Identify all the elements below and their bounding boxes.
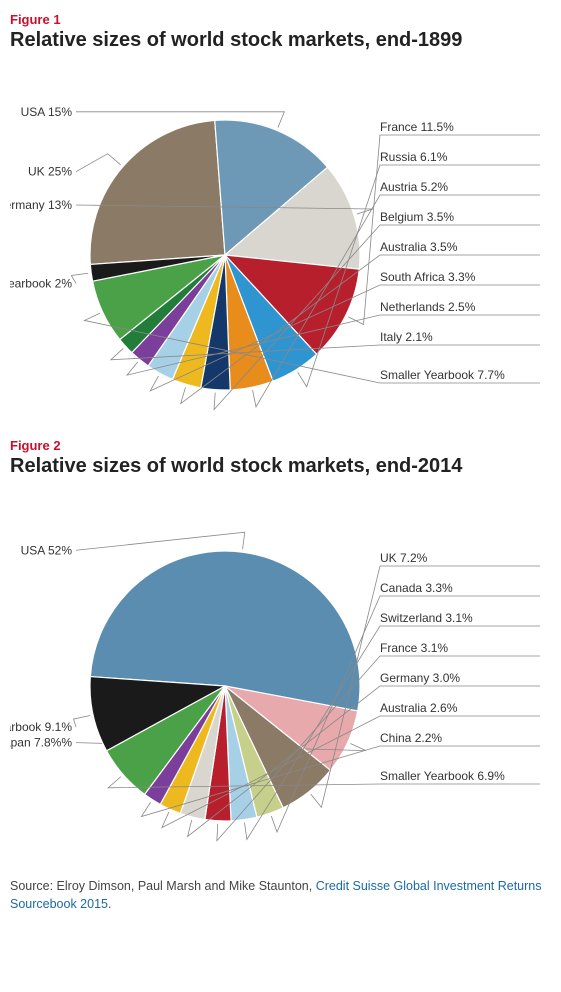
page-root: Figure 1 Relative sizes of world stock m…: [0, 0, 561, 933]
slice-label: Italy 2.1%: [380, 330, 433, 344]
source-prefix: Source: Elroy Dimson, Paul Marsh and Mik…: [10, 879, 316, 893]
slice-label: Not in Yearbook 9.1%: [10, 720, 72, 734]
slice-label: Netherlands 2.5%: [380, 300, 476, 314]
slice-label: USA 15%: [21, 105, 73, 119]
slice-label: Germany 13%: [10, 198, 72, 212]
slice-label: Belgium 3.5%: [380, 210, 454, 224]
slice-label: France 11.5%: [380, 120, 454, 134]
slice-label: Switzerland 3.1%: [380, 611, 473, 625]
slice-label: South Africa 3.3%: [380, 270, 476, 284]
slice-label: Germany 3.0%: [380, 671, 460, 685]
slice-label: Not in Yearbook 2%: [10, 276, 72, 290]
slice-label: Australia 3.5%: [380, 240, 458, 254]
slice-label: Austria 5.2%: [380, 180, 448, 194]
slice-label: China 2.2%: [380, 731, 442, 745]
slice-label: Smaller Yearbook 6.9%: [380, 769, 505, 783]
leader-line: [71, 273, 88, 283]
slice-label: France 3.1%: [380, 641, 448, 655]
figure2-label: Figure 2: [10, 438, 551, 453]
slice-label: Japan 7.8%%: [10, 736, 72, 750]
pie-slice: [90, 120, 225, 264]
slice-label: UK 25%: [28, 165, 72, 179]
slice-label: Canada 3.3%: [380, 581, 453, 595]
figure2-title: Relative sizes of world stock markets, e…: [10, 455, 551, 478]
slice-label: Russia 6.1%: [380, 150, 448, 164]
leader-line: [76, 532, 245, 550]
figure1-chart: UK 25% USA 15% Germany 13% France 11.5% Russ…: [10, 60, 550, 420]
leader-line: [74, 715, 91, 727]
figure1-title: Relative sizes of world stock markets, e…: [10, 29, 551, 52]
source-suffix: .: [108, 897, 111, 911]
figure1-label: Figure 1: [10, 12, 551, 27]
slice-label: Smaller Yearbook 7.7%: [380, 368, 505, 382]
slice-label: UK 7.2%: [380, 551, 428, 565]
source-note: Source: Elroy Dimson, Paul Marsh and Mik…: [10, 878, 551, 913]
leader-line: [76, 154, 121, 172]
slice-label: Australia 2.6%: [380, 701, 458, 715]
figure2-chart: USA 52% Japan 7.8%% UK 7.2% Canada 3.3% Swit…: [10, 486, 550, 846]
slice-label: USA 52%: [21, 543, 73, 557]
